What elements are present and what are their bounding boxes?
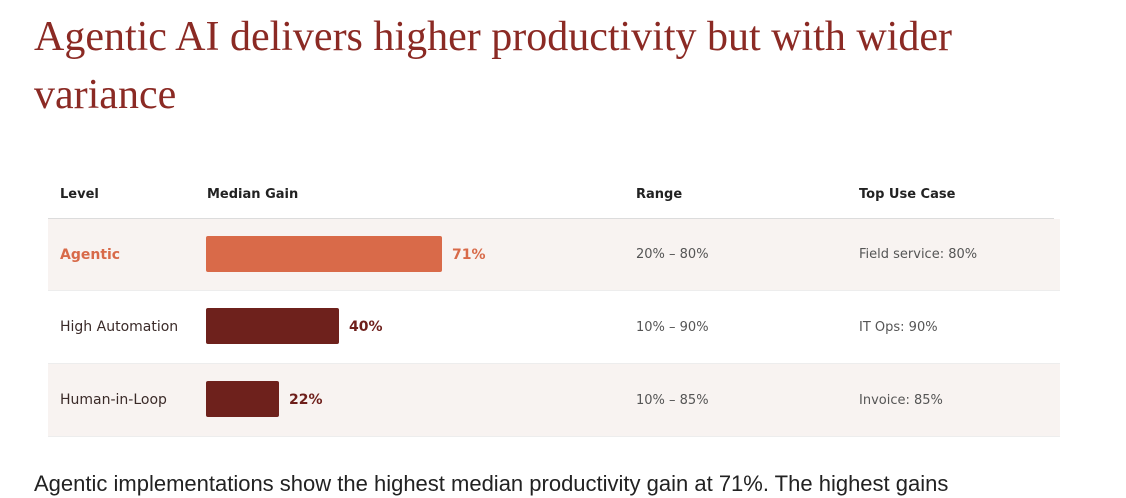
page-title: Agentic AI delivers higher productivity … (34, 14, 952, 118)
header-median-gain: Median Gain (207, 187, 299, 202)
row-top-use-case: Invoice: 85% (859, 392, 943, 408)
median-gain-bar (206, 308, 339, 344)
row-range: 10% – 85% (636, 392, 709, 408)
row-top-use-case: Field service: 80% (859, 247, 978, 262)
median-gain-label: 40% (349, 319, 383, 335)
row-level: Agentic (60, 246, 121, 263)
row-level: Human-in-Loop (60, 392, 167, 408)
header-range: Range (636, 187, 683, 202)
row-range: 20% – 80% (636, 247, 709, 262)
median-gain-bar (206, 236, 442, 272)
table-row-agentic: Agentic 71% 20% – 80% Field service: 80% (48, 219, 1060, 291)
row-top-use-case: IT Ops: 90% (859, 319, 938, 335)
median-gain-label: 71% (452, 246, 486, 263)
header-top-use-case: Top Use Case (859, 187, 956, 202)
table-row-high-automation: High Automation 40% 10% – 90% IT Ops: 90… (48, 291, 1060, 364)
header-level: Level (60, 187, 99, 202)
row-level: High Automation (60, 319, 179, 335)
median-gain-bar (206, 381, 279, 417)
productivity-table: Level Median Gain Range Top Use Case Age… (48, 178, 1060, 437)
body-paragraph: Agentic implementations show the highest… (34, 471, 949, 496)
row-range: 10% – 90% (636, 319, 709, 335)
table-row-human-in-loop: Human-in-Loop 22% 10% – 85% Invoice: 85% (48, 364, 1060, 437)
table-header: Level Median Gain Range Top Use Case (48, 178, 1054, 219)
median-gain-label: 22% (289, 392, 323, 408)
